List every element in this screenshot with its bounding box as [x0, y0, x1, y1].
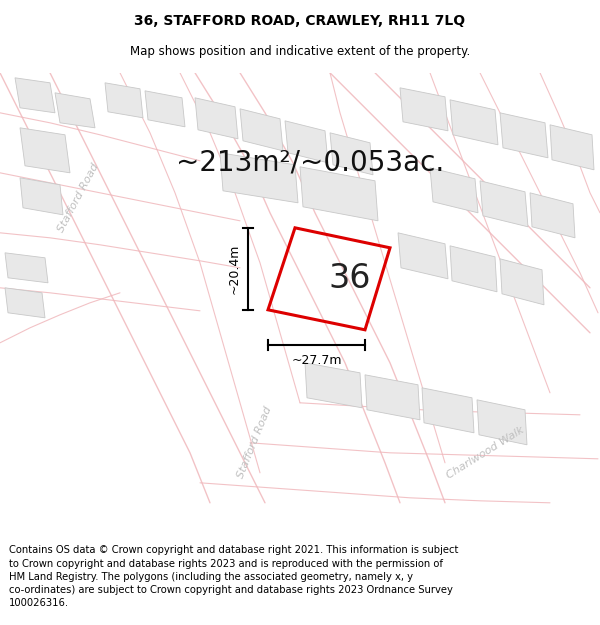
- Polygon shape: [398, 232, 448, 279]
- Polygon shape: [285, 121, 328, 162]
- Polygon shape: [450, 246, 497, 292]
- Polygon shape: [15, 78, 55, 112]
- Polygon shape: [365, 375, 420, 420]
- Polygon shape: [430, 168, 478, 212]
- Polygon shape: [195, 98, 238, 139]
- Polygon shape: [300, 167, 378, 221]
- Polygon shape: [240, 109, 283, 151]
- Polygon shape: [5, 253, 48, 282]
- Polygon shape: [5, 288, 45, 318]
- Polygon shape: [305, 362, 362, 408]
- Polygon shape: [145, 91, 185, 127]
- Text: ~213m²/~0.053ac.: ~213m²/~0.053ac.: [176, 149, 444, 177]
- Polygon shape: [20, 177, 63, 215]
- Polygon shape: [20, 128, 70, 173]
- Polygon shape: [450, 100, 498, 145]
- Text: ~27.7m: ~27.7m: [291, 354, 342, 367]
- Text: 36, STAFFORD ROAD, CRAWLEY, RH11 7LQ: 36, STAFFORD ROAD, CRAWLEY, RH11 7LQ: [134, 14, 466, 28]
- Text: Contains OS data © Crown copyright and database right 2021. This information is : Contains OS data © Crown copyright and d…: [9, 546, 458, 608]
- Polygon shape: [422, 388, 474, 432]
- Polygon shape: [330, 132, 373, 175]
- Polygon shape: [530, 192, 575, 238]
- Polygon shape: [500, 259, 544, 305]
- Polygon shape: [480, 181, 528, 227]
- Text: ~20.4m: ~20.4m: [227, 244, 241, 294]
- Text: Stafford Road: Stafford Road: [56, 162, 100, 234]
- Polygon shape: [400, 88, 448, 131]
- Polygon shape: [55, 92, 95, 128]
- Polygon shape: [500, 112, 548, 158]
- Text: Map shows position and indicative extent of the property.: Map shows position and indicative extent…: [130, 44, 470, 58]
- Polygon shape: [220, 152, 298, 202]
- Text: Stafford Road: Stafford Road: [236, 406, 274, 480]
- Polygon shape: [105, 82, 143, 118]
- Text: 36: 36: [328, 262, 371, 295]
- Polygon shape: [477, 400, 527, 445]
- Polygon shape: [550, 125, 594, 170]
- Text: Charlwood Walk: Charlwood Walk: [445, 425, 526, 481]
